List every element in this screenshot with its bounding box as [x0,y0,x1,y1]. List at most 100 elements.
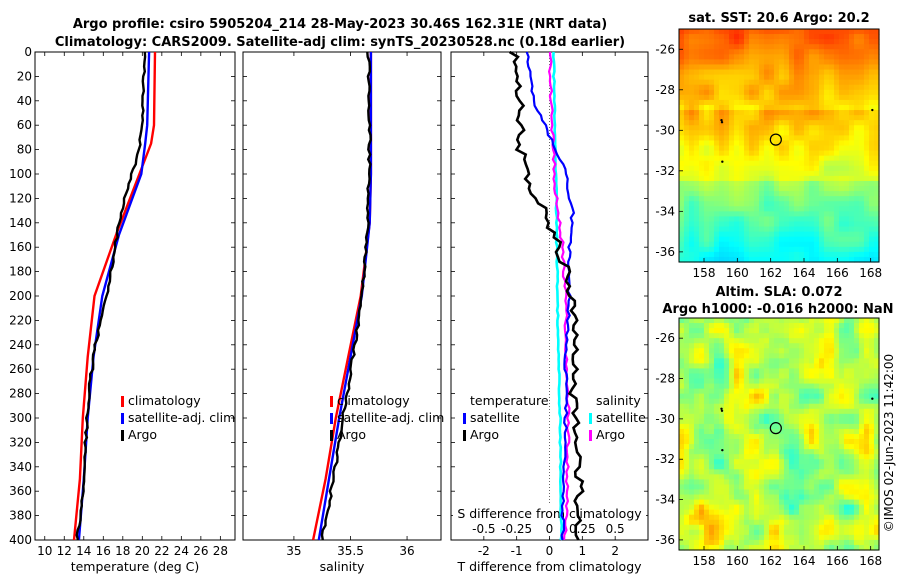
map-cell [844,413,850,420]
map-cell [829,125,835,131]
map-cell [804,348,810,354]
map-cell [804,519,810,526]
map-cell [679,191,685,197]
map-cell [804,368,810,375]
map-cell [764,165,770,172]
map-cell [804,54,810,60]
map-cell [869,226,875,233]
map-cell [694,34,700,40]
map-cell [799,206,805,212]
map-cell [774,241,780,248]
map-cell [809,318,815,324]
map-cell [754,216,760,223]
map-cell [734,514,740,521]
map-cell [784,226,790,233]
map-cell [709,484,715,491]
map-cell [794,388,800,395]
map-cell [689,191,695,197]
map-cell [809,504,815,511]
map-cell [694,418,700,425]
map-cell [839,241,845,248]
map-cell [789,383,795,390]
map-cell [744,373,750,380]
map-cell [709,318,715,324]
map-cell [794,191,800,197]
map-cell [729,104,735,111]
map-cell [849,236,855,243]
map-cell [699,323,705,329]
map-cell [789,434,795,440]
map-cell [719,201,725,207]
map-cell [764,221,770,228]
map-cell [679,246,685,253]
map-cell [839,231,845,238]
map-cell [719,328,725,334]
map-cell [694,206,700,212]
map-cell [709,130,715,136]
map-cell [789,201,795,207]
map-cell [794,74,800,81]
map-cell [759,514,765,521]
map-cell [864,79,870,86]
map-cell [874,180,880,187]
map-cell [779,170,785,177]
map-cell [709,115,715,121]
map-cell [704,343,710,349]
map-cell [849,449,855,455]
map-cell [734,373,740,380]
map-cell [839,150,845,157]
map-cell [814,489,820,496]
map-cell [874,373,880,380]
map-cell [684,186,690,192]
map-cell [699,246,705,253]
map-cell [714,125,720,131]
map-cell [684,403,690,410]
map-cell [699,145,705,152]
map-cell [739,64,745,71]
map-cell [724,39,730,45]
map-cell [769,180,775,187]
map-cell [854,534,860,541]
map-cell [679,469,685,475]
map-cell [714,353,720,359]
map-cell [849,358,855,364]
map-cell [729,226,735,233]
map-cell [679,348,685,354]
map-cell [689,54,695,60]
map-cell [729,328,735,334]
map-cell [839,130,845,136]
map-cell [749,251,755,258]
map-cell [824,251,830,258]
map-cell [839,529,845,536]
map-cell [794,59,800,66]
map-cell [684,439,690,445]
map-cell [849,368,855,375]
map-cell [779,378,785,385]
map-cell [804,196,810,202]
map-cell [824,231,830,238]
map-cell [729,489,735,496]
map-cell [759,413,765,420]
map-cell [714,529,720,536]
map-cell [834,444,840,450]
map-cell [809,383,815,390]
map-cell [844,39,850,45]
map-cell [764,59,770,66]
map-cell [734,196,740,202]
map-cell [684,165,690,172]
map-cell [759,115,765,121]
salinity-legend: climatology satellite-adj. clim Argo [330,393,444,442]
map-cell [794,170,800,177]
map-cell [819,514,825,521]
map-cell [869,104,875,111]
map-cell [784,74,790,81]
map-cell [739,34,745,40]
map-cell [874,216,880,223]
map-cell [724,221,730,228]
map-cell [769,135,775,142]
map-cell [834,140,840,147]
map-cell [684,145,690,152]
map-cell [734,434,740,440]
map-cell [754,428,760,435]
map-cell [679,120,685,126]
